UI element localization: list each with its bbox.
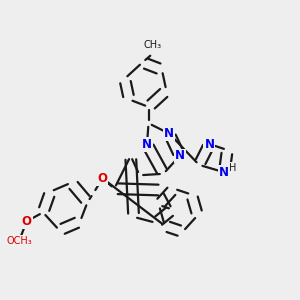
Text: N: N: [204, 138, 214, 151]
Text: CH₃: CH₃: [144, 40, 162, 50]
Text: OCH₃: OCH₃: [6, 236, 32, 246]
Text: H: H: [229, 163, 236, 173]
Text: N: N: [219, 166, 229, 179]
Text: N: N: [142, 138, 152, 151]
Text: O: O: [22, 215, 32, 228]
Text: N: N: [164, 127, 174, 140]
Text: O: O: [98, 172, 107, 185]
Text: N: N: [175, 149, 185, 162]
